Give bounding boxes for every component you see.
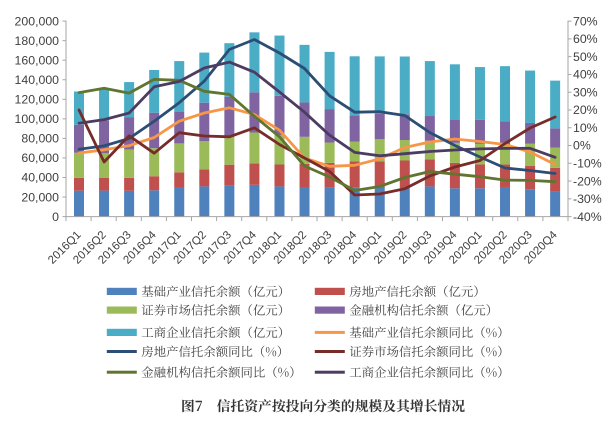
svg-text:70%: 70%: [573, 14, 598, 28]
svg-text:20%: 20%: [573, 103, 598, 117]
svg-text:40%: 40%: [573, 68, 598, 82]
svg-text:200,000: 200,000: [15, 14, 60, 28]
svg-text:0%: 0%: [573, 139, 591, 153]
svg-text:80,000: 80,000: [21, 132, 59, 146]
svg-text:-20%: -20%: [573, 174, 602, 188]
svg-text:120,000: 120,000: [15, 93, 60, 107]
svg-text:20,000: 20,000: [21, 190, 59, 204]
svg-text:140,000: 140,000: [15, 73, 60, 87]
svg-text:60,000: 60,000: [21, 151, 59, 165]
svg-text:-30%: -30%: [573, 192, 602, 206]
svg-text:180,000: 180,000: [15, 34, 60, 48]
svg-text:100,000: 100,000: [15, 112, 60, 126]
svg-text:0: 0: [52, 210, 59, 224]
svg-text:30%: 30%: [573, 85, 598, 99]
svg-text:160,000: 160,000: [15, 53, 60, 67]
svg-text:40,000: 40,000: [21, 171, 59, 185]
svg-text:60%: 60%: [573, 32, 598, 46]
svg-text:-40%: -40%: [573, 210, 602, 224]
svg-text:50%: 50%: [573, 50, 598, 64]
svg-text:10%: 10%: [573, 121, 598, 135]
svg-text:-10%: -10%: [573, 156, 602, 170]
